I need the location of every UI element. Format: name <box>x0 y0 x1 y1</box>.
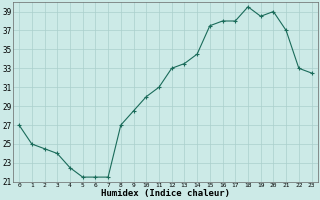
X-axis label: Humidex (Indice chaleur): Humidex (Indice chaleur) <box>101 189 230 198</box>
